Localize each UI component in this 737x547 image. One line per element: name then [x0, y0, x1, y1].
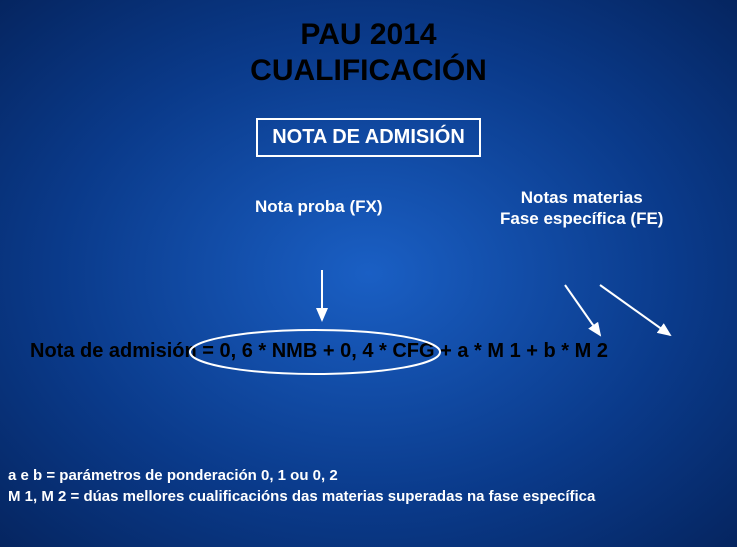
- labels-row: Nota proba (FX) Notas materias Fase espe…: [0, 157, 737, 247]
- subtitle-box: NOTA DE ADMISIÓN: [256, 118, 481, 157]
- slide: PAU 2014 CUALIFICACIÓN NOTA DE ADMISIÓN …: [0, 0, 737, 547]
- title-block: PAU 2014 CUALIFICACIÓN: [0, 0, 737, 88]
- arrow-v-left: [565, 285, 600, 335]
- arrow-v-right: [600, 285, 670, 335]
- label-notas-materias: Notas materias Fase específica (FE): [500, 187, 663, 230]
- formula-text: Nota de admisión = 0, 6 * NMB + 0, 4 * C…: [30, 340, 608, 363]
- label-right-line1: Notas materias: [521, 188, 643, 207]
- title-line-2: CUALIFICACIÓN: [0, 54, 737, 88]
- title-line-1: PAU 2014: [0, 18, 737, 52]
- footnotes: a e b = parámetros de ponderación 0, 1 o…: [8, 465, 595, 507]
- label-nota-proba: Nota proba (FX): [255, 197, 383, 217]
- footnote-line-1: a e b = parámetros de ponderación 0, 1 o…: [8, 465, 595, 486]
- footnote-line-2: M 1, M 2 = dúas mellores cualificacións …: [8, 486, 595, 507]
- label-right-line2: Fase específica (FE): [500, 209, 663, 228]
